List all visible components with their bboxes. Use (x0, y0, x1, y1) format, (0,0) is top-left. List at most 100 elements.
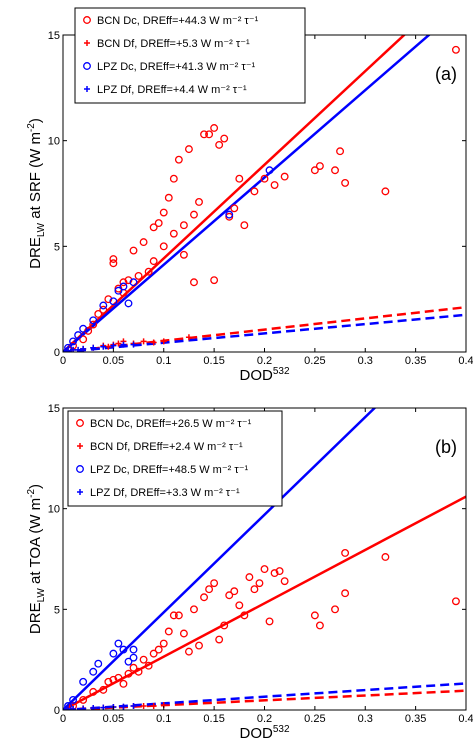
point (119, 282, 128, 291)
point (200, 130, 208, 139)
point (205, 585, 214, 594)
x-tick-label: 0.35 (405, 355, 426, 367)
x-axis-label: DOD532 (239, 366, 289, 384)
point (115, 340, 122, 347)
fit-line (63, 495, 466, 710)
point (104, 677, 113, 686)
point (169, 229, 178, 238)
x-tick-label: 0.15 (203, 355, 224, 367)
point (240, 611, 249, 620)
y-axis-label: DRELW at SRF (W m-2) (26, 118, 47, 269)
point (210, 276, 219, 285)
point (451, 45, 460, 54)
fit-line (63, 682, 466, 710)
point (235, 601, 244, 610)
legend-marker (83, 62, 91, 70)
point (149, 649, 158, 658)
point (240, 221, 249, 230)
point (341, 178, 350, 187)
point (99, 685, 108, 694)
x-tick-label: 0.2 (257, 713, 272, 725)
y-tick-label: 5 (54, 604, 60, 616)
point (99, 301, 108, 310)
plot-area (63, 408, 466, 710)
point (200, 593, 208, 602)
x-tick-label: 0.25 (304, 355, 325, 367)
x-tick-label: 0.35 (405, 713, 426, 725)
point (84, 326, 93, 335)
point (89, 316, 98, 325)
y-label-sub: LW (36, 588, 47, 603)
point (140, 702, 147, 709)
point (110, 342, 117, 349)
point (79, 677, 88, 686)
point (169, 611, 178, 620)
point (120, 341, 127, 348)
point (140, 338, 147, 345)
y-tick-label: 0 (54, 705, 60, 717)
point (381, 187, 390, 196)
point (195, 641, 203, 650)
fit-line (63, 305, 466, 352)
point (164, 193, 173, 202)
x-tick-label: 0.05 (103, 713, 124, 725)
point (89, 320, 98, 329)
point (139, 655, 148, 664)
point (119, 278, 128, 287)
legend-marker (84, 40, 90, 46)
point (270, 569, 279, 578)
point (341, 589, 350, 598)
x-tick-label: 0.2 (257, 355, 272, 367)
point (144, 661, 153, 670)
y-tick-label: 10 (48, 504, 60, 516)
point (225, 591, 234, 600)
legend-label: BCN Df, DREff=+5.3 W m⁻² τ⁻¹ (97, 38, 250, 50)
legend-marker (76, 419, 84, 427)
point (79, 695, 88, 704)
fit-line (63, 35, 406, 352)
point (179, 629, 188, 638)
point (275, 567, 284, 576)
point (130, 341, 137, 348)
point (381, 553, 390, 561)
point (154, 645, 163, 654)
point (315, 621, 324, 630)
point (255, 579, 264, 588)
point (260, 174, 269, 183)
legend-marker (83, 16, 91, 24)
x-label-main: DOD (239, 367, 273, 384)
point (250, 187, 259, 196)
point (310, 166, 319, 175)
legend-label: LPZ Df, DREff=+3.3 W m⁻² τ⁻¹ (90, 487, 240, 499)
y-tick-label: 15 (48, 30, 60, 42)
point (185, 334, 192, 341)
point (220, 621, 229, 630)
point (79, 324, 88, 333)
point (119, 645, 128, 654)
x-label-main: DOD (239, 725, 273, 742)
point (89, 687, 98, 696)
legend-marker (84, 86, 90, 92)
point (139, 238, 148, 247)
point (245, 573, 254, 582)
point (184, 145, 193, 154)
point (150, 702, 157, 709)
point (280, 172, 289, 181)
point (159, 639, 168, 648)
point (310, 611, 319, 620)
y-label-sup: -2 (26, 123, 37, 132)
y-tick-label: 0 (54, 347, 60, 359)
point (215, 635, 224, 644)
point (331, 166, 339, 175)
point (220, 134, 229, 143)
y-label-sup: -2 (26, 489, 37, 498)
point (109, 255, 118, 263)
point (265, 166, 274, 175)
legend-label: LPZ Df, DREff=+4.4 W m⁻² τ⁻¹ (97, 84, 247, 96)
point (210, 124, 219, 132)
point (160, 338, 167, 345)
point (109, 675, 118, 684)
point (195, 198, 203, 206)
point (250, 585, 259, 594)
